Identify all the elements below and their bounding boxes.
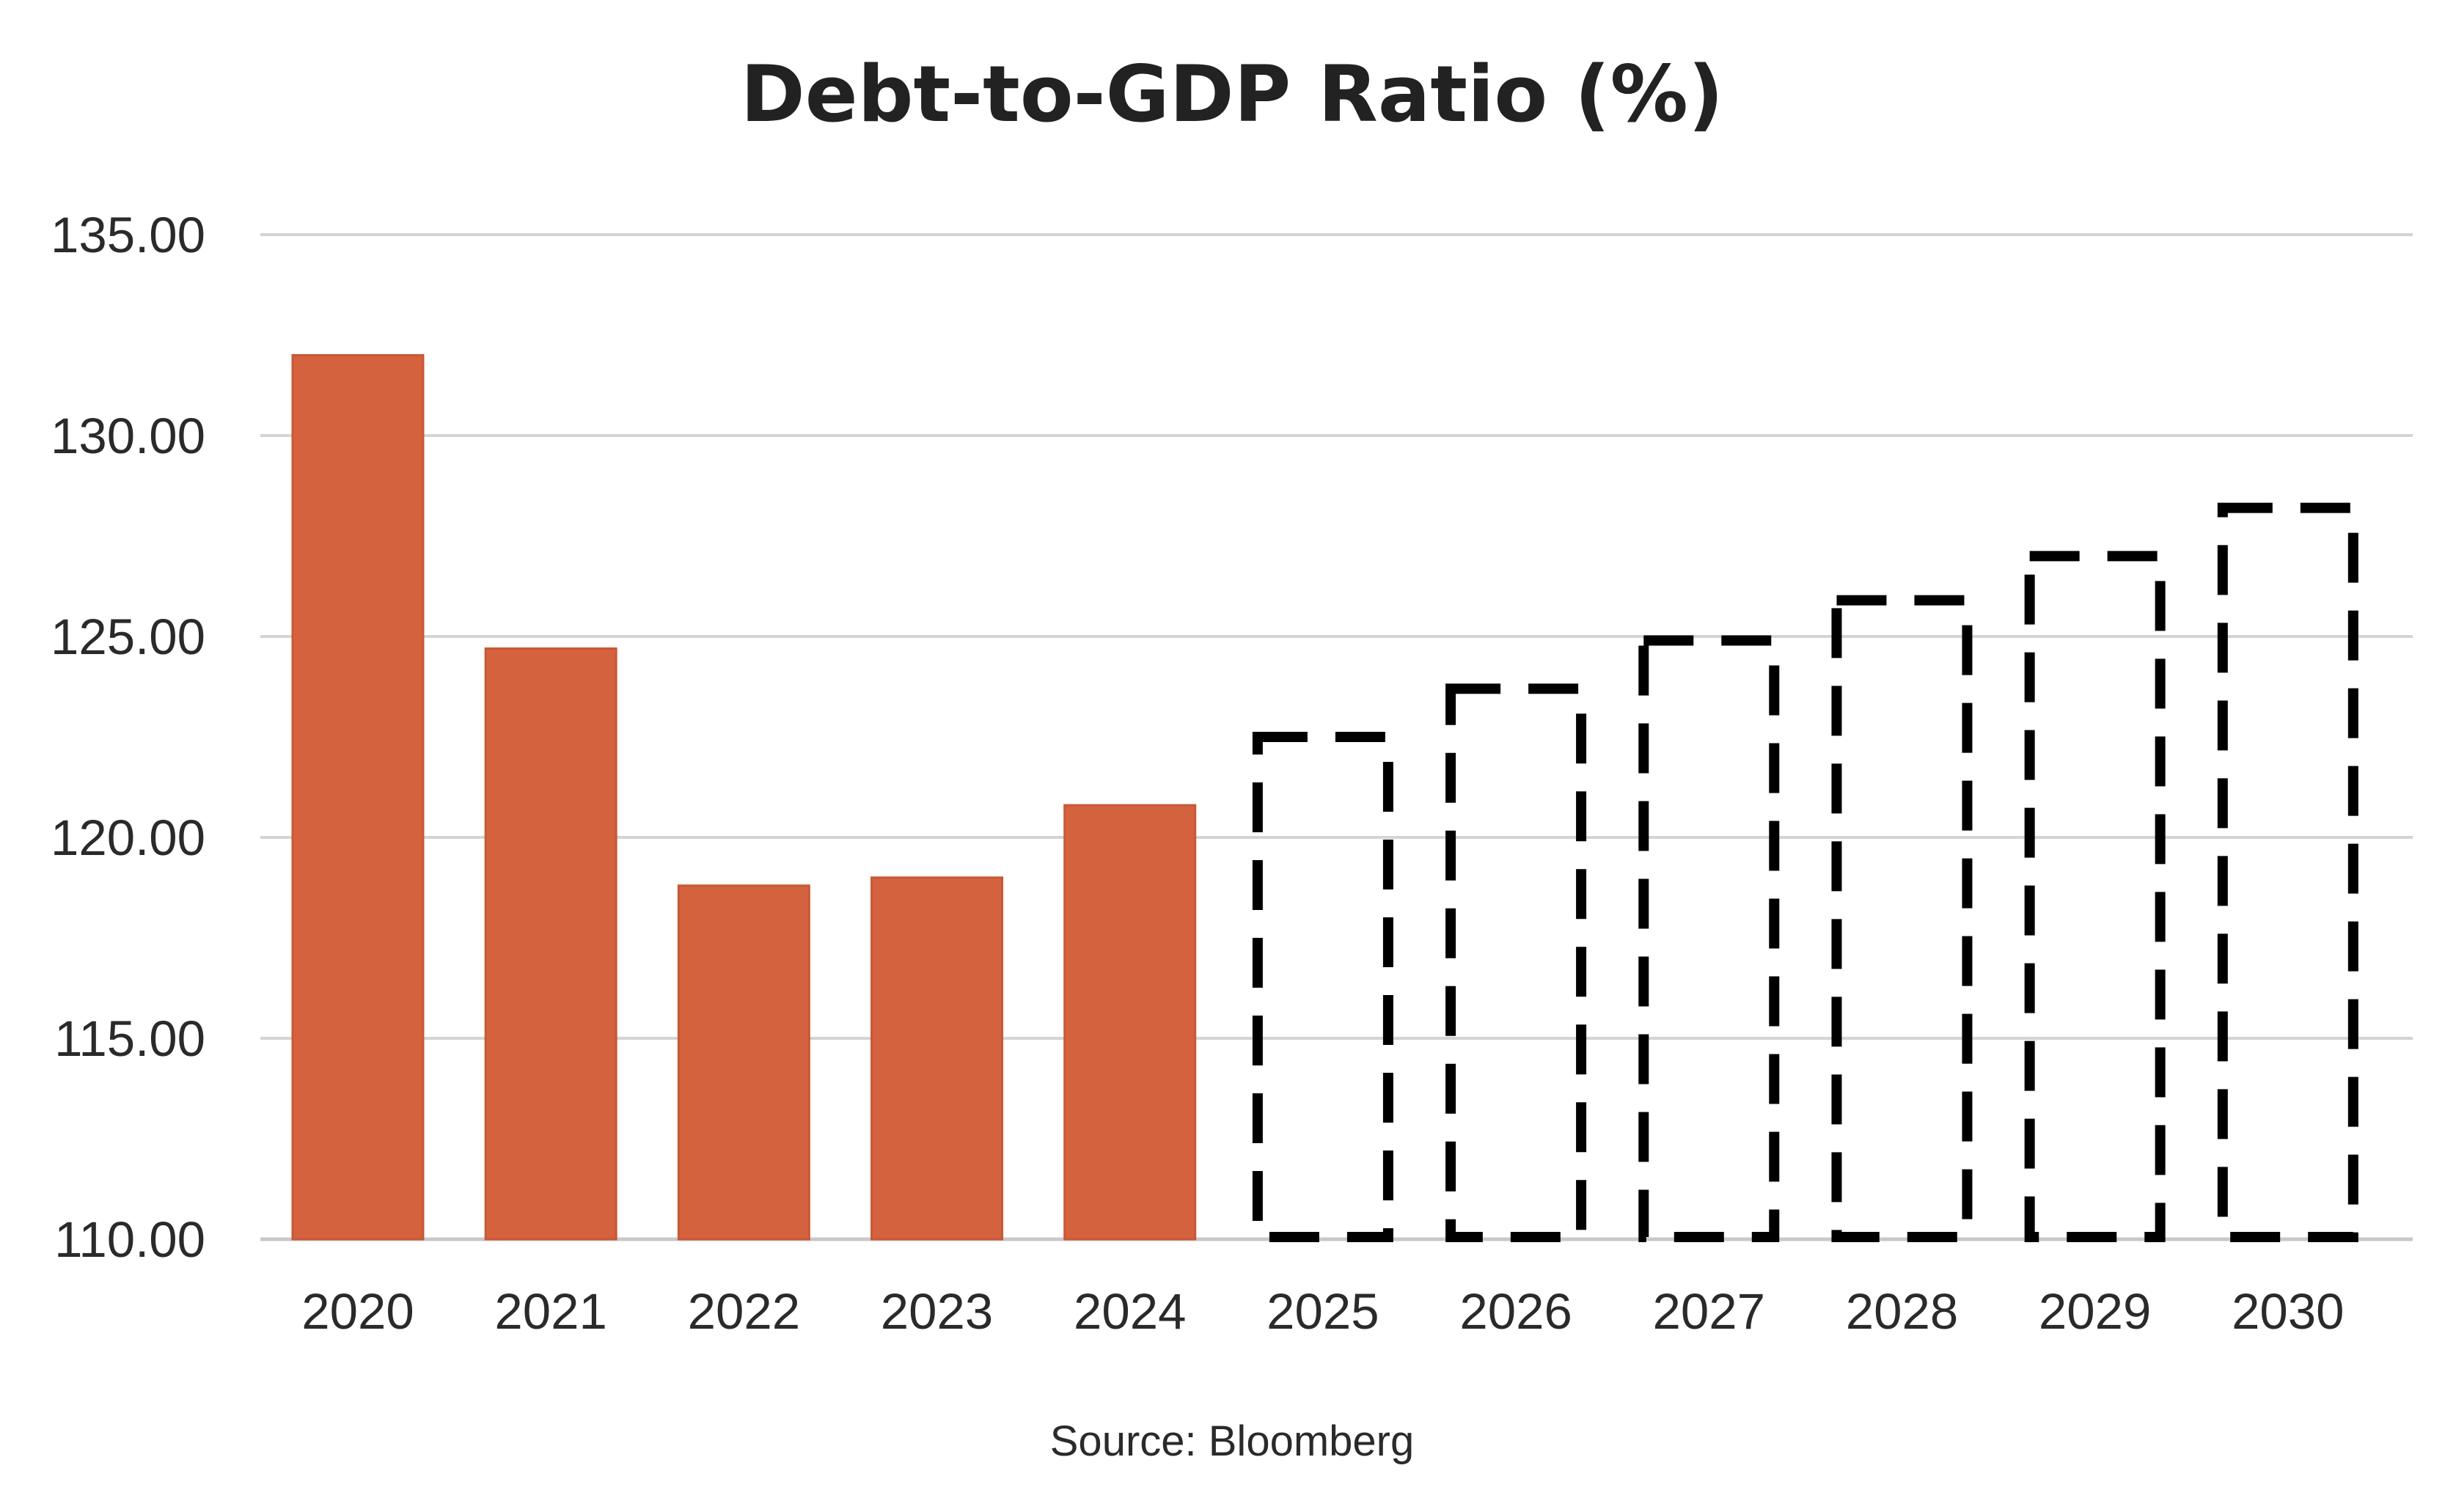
bar-2023 bbox=[870, 876, 1004, 1241]
bar-2021 bbox=[484, 647, 617, 1241]
chart-title: Debt-to-GDP Ratio (%) bbox=[741, 49, 1723, 139]
bars bbox=[291, 353, 2358, 1242]
x-axis-tick-labels: 2020 2021 2022 2023 2024 2025 2026 2027 2028 2029… bbox=[301, 1283, 2344, 1340]
x-tick-label: 2028 bbox=[1846, 1283, 1959, 1340]
x-tick-label: 2024 bbox=[1074, 1283, 1187, 1340]
x-tick-label: 2023 bbox=[881, 1283, 994, 1340]
y-tick-label: 110.00 bbox=[54, 1211, 205, 1268]
projected-bar-2026 bbox=[1445, 683, 1587, 1242]
x-tick-label: 2020 bbox=[301, 1283, 414, 1340]
x-tick-label: 2021 bbox=[494, 1283, 607, 1340]
bar-2024 bbox=[1063, 804, 1197, 1241]
x-tick-label: 2030 bbox=[2232, 1283, 2345, 1340]
y-tick-label: 130.00 bbox=[51, 408, 205, 464]
y-tick-label: 125.00 bbox=[51, 609, 205, 665]
bar-2022 bbox=[677, 884, 810, 1241]
projected-bar-2029 bbox=[2024, 551, 2166, 1242]
projected-bar-2025 bbox=[1252, 732, 1393, 1242]
bar-2020 bbox=[291, 353, 425, 1241]
x-tick-label: 2026 bbox=[1459, 1283, 1572, 1340]
y-axis-tick-labels: 110.00 115.00 120.00 125.00 130.00 135.00 bbox=[51, 207, 205, 1268]
y-tick-label: 120.00 bbox=[51, 810, 205, 866]
y-tick-label: 115.00 bbox=[54, 1010, 205, 1067]
projected-bar-2027 bbox=[1638, 635, 1780, 1242]
x-tick-label: 2025 bbox=[1267, 1283, 1379, 1340]
x-tick-label: 2022 bbox=[688, 1283, 801, 1340]
projected-bar-2030 bbox=[2217, 502, 2358, 1242]
source-note: Source: Bloomberg bbox=[1050, 1417, 1414, 1465]
gridlines bbox=[260, 233, 2413, 1241]
projected-bar-2028 bbox=[1831, 595, 1973, 1242]
x-tick-label: 2029 bbox=[2039, 1283, 2152, 1340]
y-tick-label: 135.00 bbox=[51, 207, 205, 263]
x-tick-label: 2027 bbox=[1653, 1283, 1766, 1340]
